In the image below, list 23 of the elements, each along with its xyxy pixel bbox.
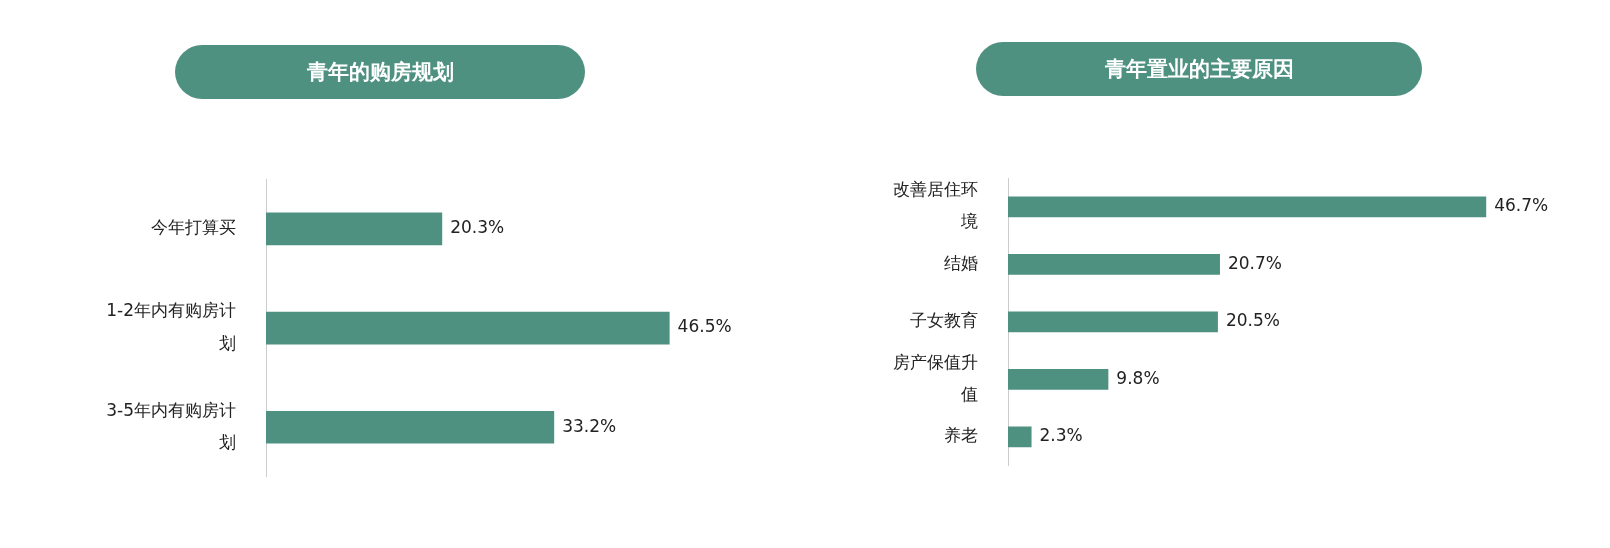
bar <box>1008 426 1032 448</box>
y-tick-label: 子女教育 <box>910 310 978 331</box>
data-label: 33.2% <box>562 415 617 436</box>
data-label: 20.5% <box>1225 310 1280 331</box>
bar <box>1008 254 1220 275</box>
y-tick-label: 改善居住环境 <box>893 179 978 232</box>
data-label: 46.7% <box>1494 195 1549 216</box>
data-label: 20.7% <box>1227 252 1282 273</box>
y-tick-label: 养老 <box>944 425 978 446</box>
y-tick-label: 房产保值升值 <box>893 351 978 405</box>
chart-title: 青年置业的主要原因 <box>976 42 1422 96</box>
chart-title: 青年的购房规划 <box>175 45 585 99</box>
bar <box>1008 196 1487 218</box>
data-label: 46.5% <box>677 316 732 337</box>
data-label: 9.8% <box>1116 367 1160 388</box>
bar <box>1008 311 1218 333</box>
y-tick-label: 今年打算买 <box>151 217 236 238</box>
data-label: 2.3% <box>1039 425 1083 446</box>
bar <box>1008 369 1109 390</box>
y-tick-label: 结婚 <box>944 252 978 273</box>
y-tick-label: 1-2年内有购房计划 <box>106 300 236 353</box>
data-label: 20.3% <box>450 217 505 238</box>
y-tick-label: 3-5年内有购房计划 <box>106 399 236 452</box>
